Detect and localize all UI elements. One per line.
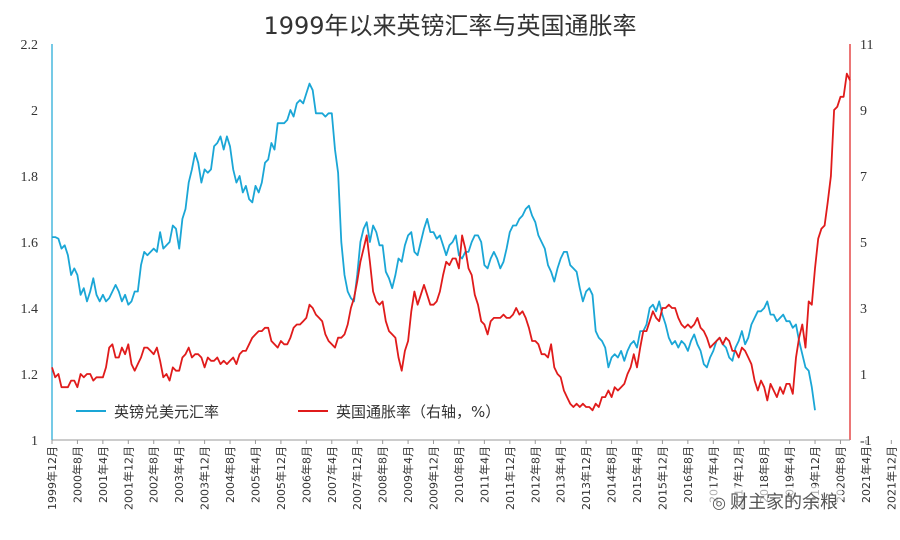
right-tick-label: 3 [860, 302, 867, 317]
x-tick-label: 2001年12月 [121, 446, 135, 510]
x-tick-label: 2005年4月 [248, 446, 262, 503]
x-tick-label: 2012年8月 [528, 446, 542, 503]
axes [51, 44, 851, 441]
x-tick-label: 2011年4月 [477, 446, 491, 503]
legend-label-gbp: 英镑兑美元汇率 [114, 403, 219, 421]
left-tick-label: 1.6 [21, 236, 39, 251]
x-tick-label: 2007年12月 [350, 446, 364, 510]
left-tick-label: 1.2 [21, 368, 39, 383]
x-tick-label: 2002年8月 [147, 446, 161, 503]
watermark: ◎ 财主家的余粮 [708, 486, 842, 516]
x-tick-label: 2010年8月 [452, 446, 466, 503]
x-tick-label: 2004年8月 [223, 446, 237, 503]
wechat-icon: ◎ [712, 493, 726, 512]
x-tick-label: 2009年4月 [401, 446, 415, 503]
x-tick-label: 2005年12月 [274, 446, 288, 510]
x-tick-label: 2000年8月 [70, 446, 84, 503]
x-tick-label: 2001年4月 [96, 446, 110, 503]
x-tick-label: 2006年8月 [299, 446, 313, 503]
x-tick-label: 2021年4月 [859, 446, 873, 503]
x-tick-label: 2016年8月 [681, 446, 695, 503]
right-tick-label: 1 [860, 368, 867, 383]
x-tick-label: 2011年12月 [503, 446, 517, 510]
left-axis-ticks: 1 1.2 1.4 1.6 1.8 2 2.2 [21, 38, 39, 449]
left-tick-label: 1.8 [21, 170, 39, 185]
left-tick-label: 2 [31, 104, 38, 119]
right-tick-label: 11 [860, 38, 873, 53]
x-tick-label: 2007年4月 [325, 446, 339, 503]
left-tick-label: 1 [31, 434, 38, 449]
x-tick-label: 2009年12月 [427, 446, 441, 510]
right-tick-label: 5 [860, 236, 867, 251]
left-tick-label: 2.2 [21, 38, 39, 53]
x-tick-label: 1999年12月 [45, 446, 59, 510]
x-tick-label: 2008年8月 [376, 446, 390, 503]
right-tick-label: 9 [860, 104, 867, 119]
gbp-usd-line [52, 82, 816, 411]
chart-title: 1999年以来英镑汇率与英国通胀率 [263, 12, 637, 40]
series-lines [51, 72, 851, 412]
x-tick-label: 2013年4月 [554, 446, 568, 503]
x-tick-label: 2015年12月 [655, 446, 669, 510]
x-tick-label: 2021年12月 [884, 446, 898, 510]
legend-label-cpi: 英国通胀率（右轴，%） [336, 403, 500, 421]
x-tick-label: 2013年12月 [579, 446, 593, 510]
left-tick-label: 1.4 [21, 302, 39, 317]
x-tick-label: 2003年12月 [198, 446, 212, 510]
right-tick-label: 7 [860, 170, 867, 185]
uk-cpi-line [51, 72, 851, 412]
x-tick-label: 2014年8月 [605, 446, 619, 503]
watermark-text: 财主家的余粮 [729, 492, 838, 513]
legend: 英镑兑美元汇率 英国通胀率（右轴，%） [76, 403, 500, 421]
x-tick-label: 2015年4月 [630, 446, 644, 503]
x-tick-label: 2003年4月 [172, 446, 186, 503]
